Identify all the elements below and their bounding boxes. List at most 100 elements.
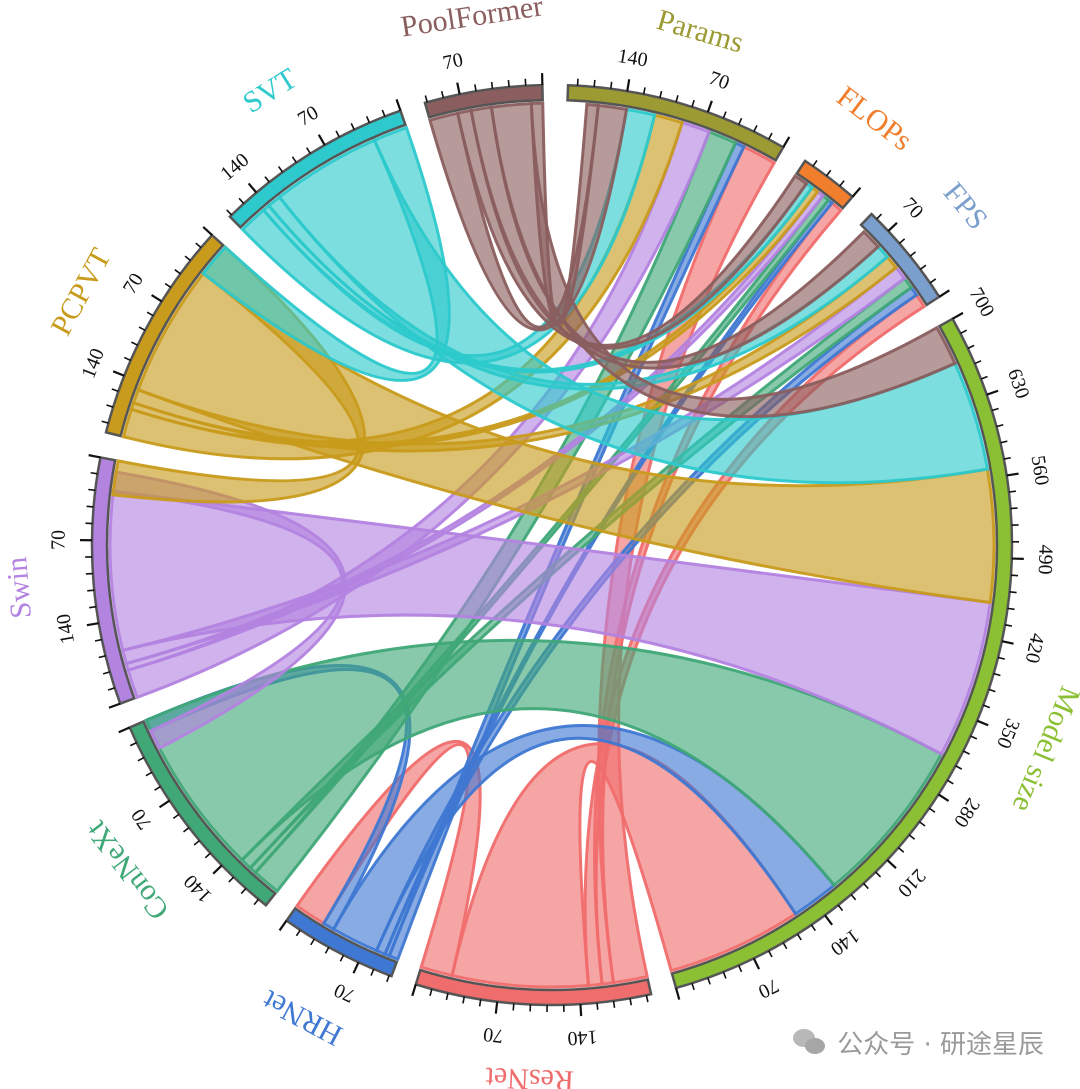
tick-label-swin-140: 140 (52, 612, 79, 645)
minor-tick (812, 159, 818, 167)
tick-label-model-size-490: 490 (1034, 544, 1057, 575)
minor-tick (707, 977, 711, 985)
minor-tick (593, 79, 596, 88)
minor-tick (839, 180, 845, 187)
sector-arc-poolformer (423, 83, 544, 119)
minor-tick (445, 992, 449, 1001)
major-tick (317, 134, 326, 146)
minor-tick (988, 688, 996, 693)
minor-tick (195, 242, 202, 249)
major-tick (824, 914, 834, 926)
major-tick (247, 182, 258, 194)
minor-tick (997, 656, 1006, 660)
major-tick (212, 864, 223, 875)
major-tick (1006, 472, 1019, 477)
wechat-icon (793, 1028, 827, 1057)
sector-arc-flops (795, 159, 855, 210)
minor-tick (193, 839, 201, 846)
minor-tick (172, 813, 180, 819)
tick-label-model-size-700: 700 (965, 284, 999, 321)
minor-tick (1003, 456, 1011, 460)
sector-arc-swin (90, 455, 136, 706)
minor-tick (98, 655, 106, 659)
minor-tick (440, 91, 445, 99)
major-tick (851, 186, 862, 198)
major-tick (986, 389, 999, 396)
minor-tick (184, 255, 192, 262)
major-tick (752, 957, 761, 970)
sector-label-connext: ConNeXt (79, 814, 176, 926)
minor-tick (850, 893, 857, 901)
sector-label-fps: FPS (937, 176, 994, 236)
minor-tick (722, 971, 727, 979)
minor-tick (335, 130, 341, 138)
minor-tick (101, 420, 109, 424)
minor-tick (111, 388, 119, 393)
minor-tick (350, 123, 355, 131)
minor-tick (946, 779, 954, 785)
minor-tick (88, 488, 96, 492)
minor-tick (131, 341, 139, 346)
major-tick (151, 294, 163, 303)
minor-tick (928, 807, 936, 813)
major-tick (706, 100, 713, 113)
minor-tick (478, 999, 482, 1007)
minor-tick (512, 1003, 515, 1011)
minor-tick (429, 988, 433, 996)
minor-tick (253, 898, 260, 906)
minor-tick (897, 847, 905, 853)
sector-arc-hrnet (284, 906, 399, 978)
minor-tick (991, 407, 999, 412)
major-tick (494, 1001, 499, 1014)
minor-tick (929, 278, 937, 284)
minor-tick (305, 147, 312, 155)
minor-tick (238, 197, 245, 205)
minor-tick (596, 1002, 599, 1010)
minor-tick (955, 765, 963, 770)
minor-tick (993, 672, 1001, 677)
sector-label-params: Params (653, 3, 747, 59)
minor-tick (974, 360, 982, 365)
minor-tick (324, 946, 330, 954)
tick-label-model-size-140: 140 (826, 924, 863, 960)
minor-tick (129, 741, 137, 747)
minor-tick (1000, 440, 1008, 444)
major-tick (352, 961, 360, 974)
minor-tick (164, 282, 172, 289)
minor-tick (226, 209, 233, 216)
minor-tick (970, 735, 978, 740)
major-tick (88, 454, 101, 459)
minor-tick (691, 99, 695, 108)
minor-tick (90, 471, 98, 475)
tick-label-connext-140: 140 (180, 870, 217, 907)
tick-label-svt-70: 70 (294, 102, 322, 131)
minor-tick (86, 505, 94, 508)
ribbon-poolformer-to-params (529, 101, 600, 326)
minor-tick (767, 132, 773, 140)
minor-tick (908, 834, 916, 840)
minor-tick (962, 750, 970, 755)
minor-tick (102, 671, 111, 675)
minor-tick (174, 269, 181, 275)
tick-label-swin-70: 70 (48, 530, 70, 550)
minor-tick (87, 589, 95, 592)
minor-tick (642, 87, 646, 95)
minor-tick (462, 996, 466, 1004)
minor-tick (996, 423, 1004, 428)
tick-label-model-size-280: 280 (949, 794, 984, 831)
minor-tick (228, 876, 235, 883)
major-tick (411, 984, 417, 997)
minor-tick (339, 954, 345, 962)
minor-tick (909, 251, 917, 257)
minor-tick (310, 938, 316, 946)
minor-tick (967, 344, 975, 350)
minor-tick (386, 974, 391, 983)
minor-tick (738, 117, 743, 125)
minor-tick (960, 329, 968, 335)
major-tick (951, 311, 964, 320)
major-tick (938, 289, 950, 298)
tick-label-model-size-630: 630 (1003, 366, 1034, 402)
minor-tick (94, 638, 102, 642)
tick-label-pcpvt-140: 140 (77, 345, 108, 381)
